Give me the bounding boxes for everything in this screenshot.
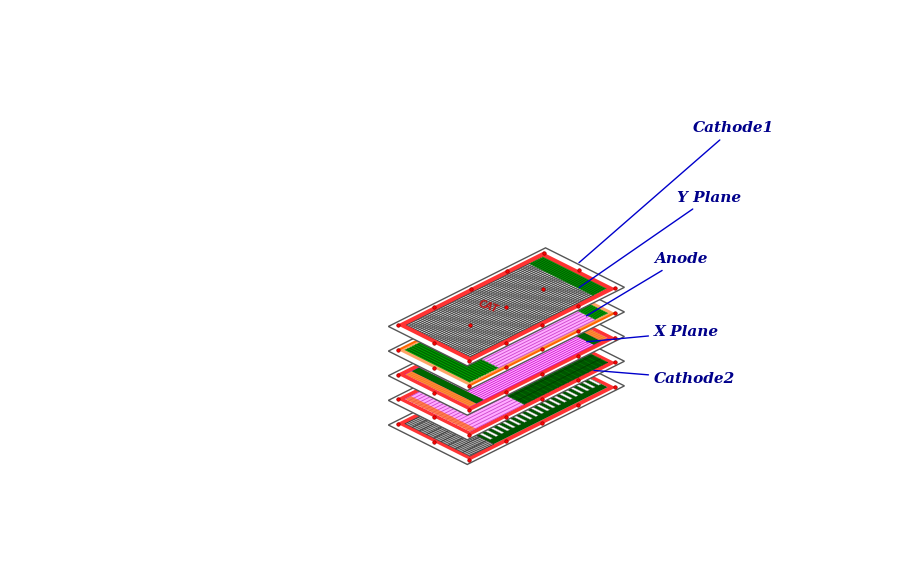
Text: Cathode2: Cathode2	[594, 371, 735, 386]
Polygon shape	[524, 369, 578, 396]
Polygon shape	[434, 287, 595, 368]
Polygon shape	[398, 424, 469, 462]
Text: Y Plane: Y Plane	[579, 191, 741, 288]
Polygon shape	[529, 309, 601, 345]
Polygon shape	[461, 401, 515, 428]
Polygon shape	[389, 272, 624, 390]
Polygon shape	[405, 396, 475, 431]
Polygon shape	[405, 336, 498, 382]
Polygon shape	[484, 390, 538, 417]
Polygon shape	[405, 306, 608, 407]
Polygon shape	[469, 387, 615, 462]
Polygon shape	[398, 302, 615, 411]
Polygon shape	[398, 374, 469, 413]
Polygon shape	[456, 404, 510, 431]
Polygon shape	[428, 355, 608, 444]
Polygon shape	[398, 350, 469, 389]
Polygon shape	[459, 330, 608, 404]
Polygon shape	[473, 395, 527, 422]
Polygon shape	[469, 362, 615, 438]
Polygon shape	[398, 351, 615, 460]
Polygon shape	[537, 306, 608, 341]
Polygon shape	[389, 248, 624, 366]
Polygon shape	[398, 277, 615, 386]
Polygon shape	[389, 297, 624, 415]
Polygon shape	[541, 361, 595, 388]
Polygon shape	[490, 387, 544, 414]
Polygon shape	[530, 281, 608, 319]
Polygon shape	[389, 346, 624, 465]
Text: CAT: CAT	[477, 298, 500, 314]
Polygon shape	[405, 281, 608, 382]
Polygon shape	[398, 325, 469, 364]
Polygon shape	[405, 412, 493, 456]
Polygon shape	[398, 253, 615, 361]
Polygon shape	[389, 322, 624, 440]
Polygon shape	[529, 367, 584, 394]
Polygon shape	[405, 355, 608, 456]
Polygon shape	[398, 327, 615, 435]
Polygon shape	[469, 288, 615, 364]
Polygon shape	[547, 358, 601, 385]
Polygon shape	[512, 375, 566, 402]
Polygon shape	[469, 338, 615, 413]
Polygon shape	[398, 399, 469, 438]
Polygon shape	[495, 384, 549, 411]
Polygon shape	[405, 372, 524, 431]
Polygon shape	[411, 368, 483, 403]
Polygon shape	[507, 378, 561, 405]
Polygon shape	[519, 372, 572, 399]
Polygon shape	[467, 398, 521, 425]
Polygon shape	[405, 330, 608, 431]
Polygon shape	[438, 412, 492, 439]
Polygon shape	[529, 257, 606, 295]
Text: Cathode1: Cathode1	[579, 121, 774, 263]
Polygon shape	[405, 371, 476, 407]
Polygon shape	[450, 407, 504, 434]
Polygon shape	[478, 393, 532, 420]
Polygon shape	[469, 313, 615, 389]
Polygon shape	[444, 409, 498, 437]
Polygon shape	[407, 263, 594, 356]
Polygon shape	[536, 364, 589, 391]
Text: X Plane: X Plane	[587, 325, 719, 342]
Polygon shape	[407, 257, 606, 356]
Text: Anode: Anode	[586, 252, 707, 316]
Polygon shape	[502, 381, 556, 408]
